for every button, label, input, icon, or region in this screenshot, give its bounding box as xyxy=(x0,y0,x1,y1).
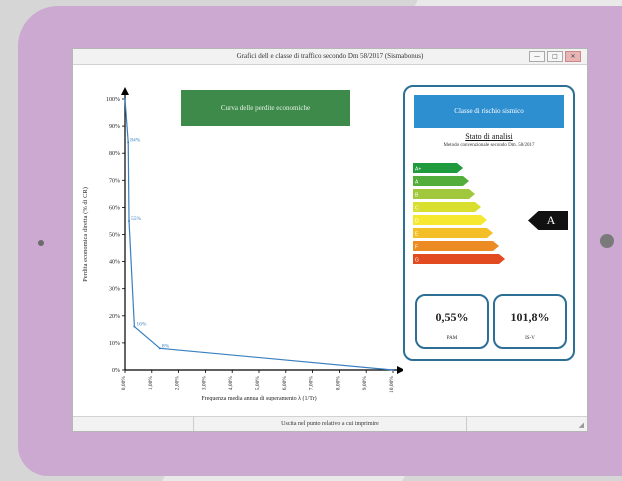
energy-class-bar xyxy=(413,189,475,199)
y-tick-label: 10% xyxy=(109,341,120,347)
x-tick-label: 3,00% xyxy=(201,376,207,391)
status-bar: Uscita nel punto relativo a cui imprimir… xyxy=(73,416,587,431)
energy-class-bar xyxy=(413,163,463,173)
x-tick-label: 7,00% xyxy=(309,376,315,391)
tablet-camera-dot xyxy=(38,240,44,246)
energy-class-bar xyxy=(413,254,505,264)
loss-curve-chart: 0% 10% 20% 30% 40% 50% 60% 70% 80% 90% 100% 0,00% 1,… xyxy=(82,87,403,401)
panel-title: Stato di analisi xyxy=(465,132,513,141)
y-tick-label: 30% xyxy=(109,287,120,293)
x-tick-label: 5,00% xyxy=(255,376,261,391)
window-controls: — □ ✕ xyxy=(529,51,581,62)
pam-label: PAM xyxy=(446,336,458,341)
curve-point xyxy=(128,219,131,222)
risk-class-panel: Classe di rischio sismico Stato di anali… xyxy=(403,85,575,361)
x-tick-label: 1,00% xyxy=(148,376,154,391)
x-tick-label: 10,00% xyxy=(389,376,395,393)
energy-class-label: E xyxy=(415,232,419,238)
energy-class-bar xyxy=(413,202,481,212)
x-axis-label: Frequenza media annua di superamento λ (… xyxy=(201,395,316,401)
window-titlebar: Grafici dell e classe di traffico second… xyxy=(73,49,587,65)
y-tick-label: 20% xyxy=(109,314,120,320)
energy-class-scale: A+ A B C D E F G xyxy=(413,163,505,264)
pam-value: 0,55% xyxy=(435,310,469,324)
energy-class-label: C xyxy=(415,206,419,212)
pam-box: 0,55% PAM xyxy=(415,294,489,349)
panel-subtitle: Metodo convenzionale secondo Dm. 58/2017 xyxy=(443,143,535,148)
application-window: Grafici dell e classe di traffico second… xyxy=(72,48,588,432)
loss-curve-button[interactable]: Curva delle perdite economiche xyxy=(181,90,350,126)
curve-point xyxy=(392,369,394,371)
loss-curve-line xyxy=(124,98,394,371)
y-tick-label: 90% xyxy=(109,124,120,130)
curve-point xyxy=(124,98,126,100)
x-tick-label: 9,00% xyxy=(362,376,368,391)
curve-point-label: 55% xyxy=(131,216,142,222)
minimize-button[interactable]: — xyxy=(529,51,545,62)
x-tick-label: 2,00% xyxy=(175,376,181,391)
status-text: Uscita nel punto relativo a cui imprimir… xyxy=(193,417,467,431)
curve-point-label: 8% xyxy=(162,343,170,349)
y-tick-label: 70% xyxy=(109,178,120,184)
maximize-button[interactable]: □ xyxy=(547,51,563,62)
curve-point-label: 16% xyxy=(136,322,147,328)
curve-point xyxy=(133,325,136,328)
energy-class-bar xyxy=(413,241,499,251)
x-tick-label: 4,00% xyxy=(228,376,234,391)
curve-point xyxy=(158,347,161,350)
isv-box: 101,8% IS-V xyxy=(493,294,567,349)
energy-class-label: D xyxy=(415,219,419,225)
y-tick-label: 40% xyxy=(109,260,120,266)
energy-class-bar xyxy=(413,215,487,225)
y-tick-label: 50% xyxy=(109,233,120,239)
x-tick-label: 0,00% xyxy=(121,376,127,391)
y-tick-label: 100% xyxy=(106,97,120,103)
isv-value: 101,8% xyxy=(510,310,550,324)
tablet-home-button[interactable] xyxy=(600,234,614,248)
energy-class-label: A+ xyxy=(415,167,421,173)
y-axis-label: Perdita economica diretta (% di CR) xyxy=(82,187,89,282)
window-title: Grafici dell e classe di traffico second… xyxy=(236,52,424,60)
risk-class-button[interactable]: Classe di rischio sismico xyxy=(414,95,564,128)
energy-class-label: A xyxy=(415,180,419,186)
isv-label: IS-V xyxy=(525,336,535,341)
close-button[interactable]: ✕ xyxy=(565,51,581,62)
current-class-badge: A xyxy=(528,211,568,230)
curve-point-label: 84% xyxy=(130,137,141,143)
x-axis-arrow xyxy=(397,366,403,374)
x-tick-label: 6,00% xyxy=(282,376,288,391)
energy-class-label: G xyxy=(415,258,419,264)
y-tick-label: 80% xyxy=(109,151,120,157)
y-tick-label: 0% xyxy=(112,368,120,374)
energy-class-bar xyxy=(413,228,493,238)
energy-class-label: F xyxy=(415,245,418,251)
energy-class-label: B xyxy=(415,193,419,199)
curve-point xyxy=(127,141,130,144)
x-tick-label: 8,00% xyxy=(335,376,341,391)
y-axis-arrow xyxy=(121,87,129,95)
resize-grip-icon[interactable]: ◢ xyxy=(578,421,584,429)
y-tick-label: 60% xyxy=(109,205,120,211)
energy-class-bar xyxy=(413,176,469,186)
